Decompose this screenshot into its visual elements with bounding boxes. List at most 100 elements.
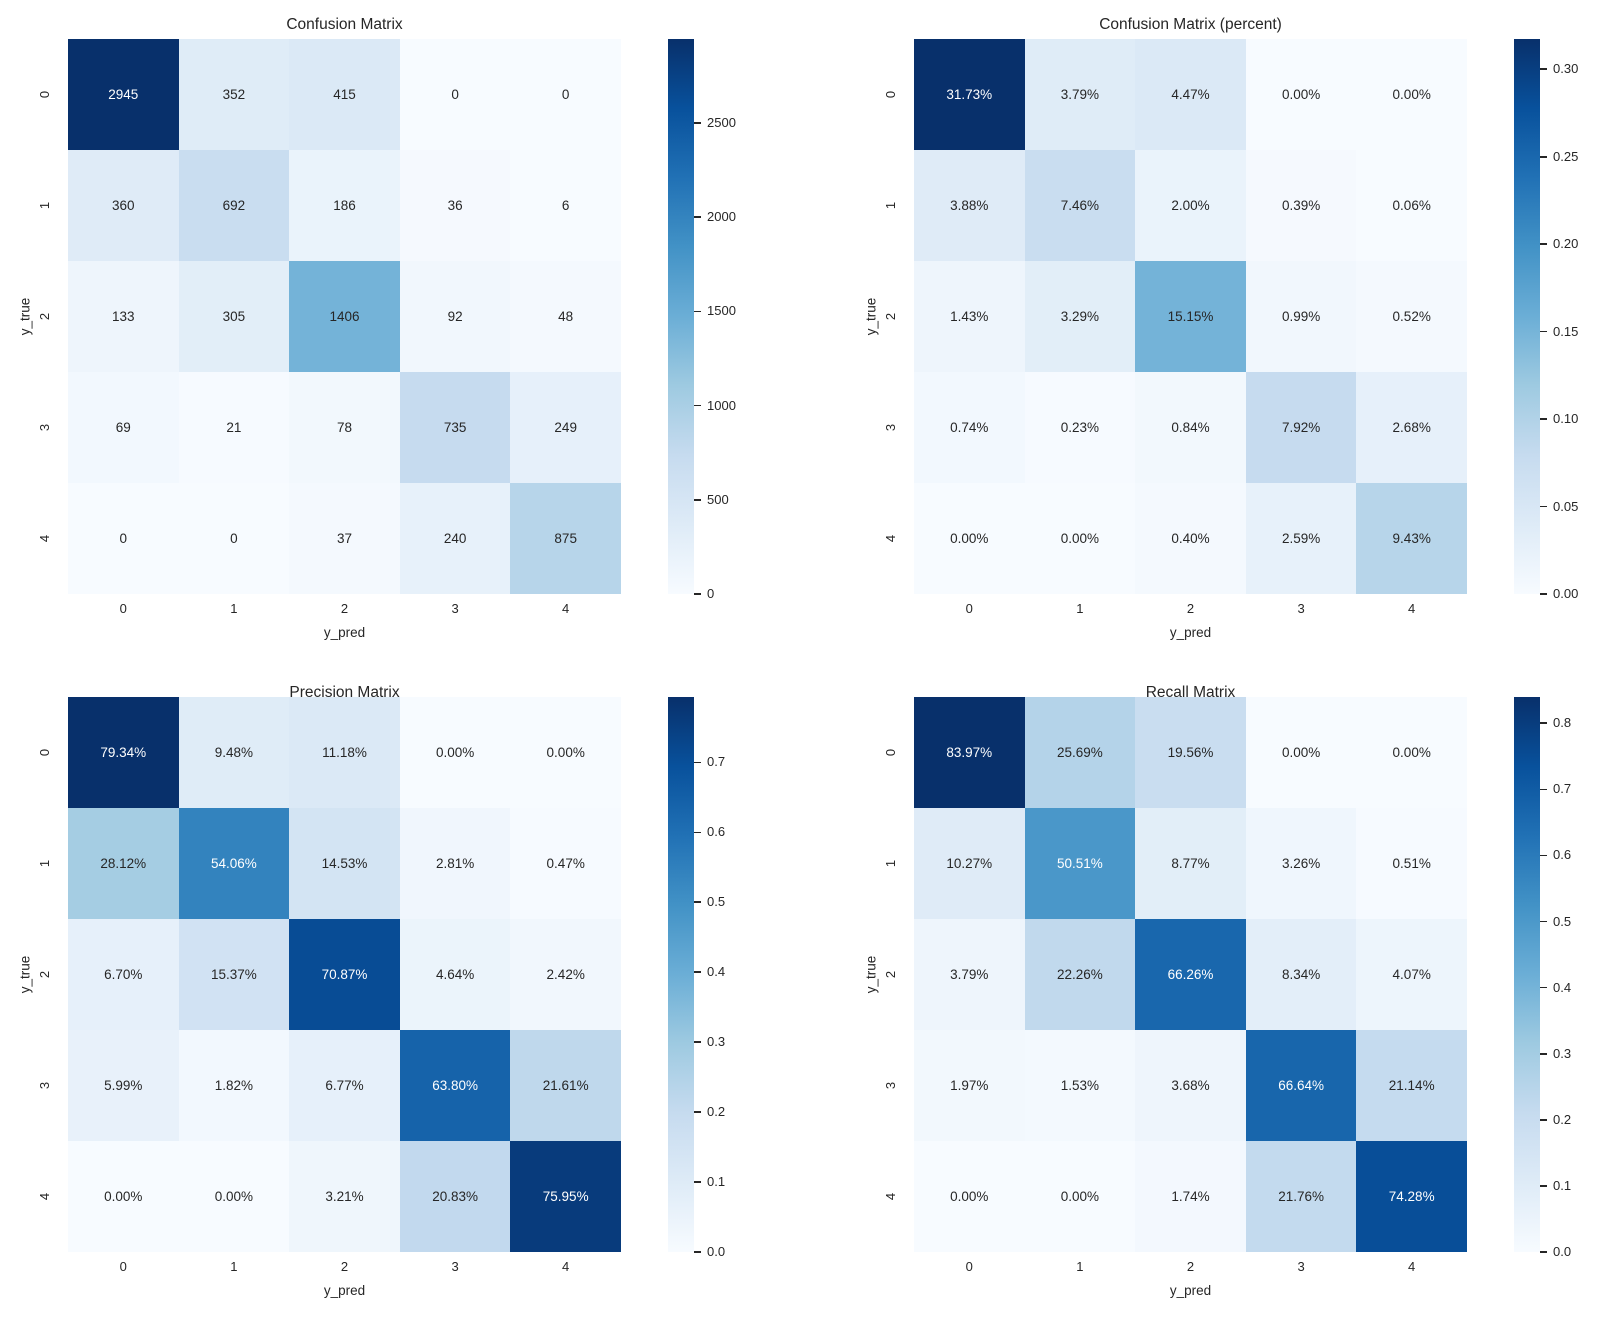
heatmap-cell: 2.81%: [399, 808, 511, 919]
heatmap-cell: 19.56%: [1135, 697, 1246, 808]
colorbar-tick-label: 0.05: [1553, 498, 1579, 514]
colorbar-tick-label: 0.3: [707, 1034, 726, 1050]
heatmap-cell: 0.23%: [1024, 372, 1136, 483]
y-tick-label: 3: [883, 423, 899, 432]
chart-title: Confusion Matrix: [286, 16, 403, 33]
colorbar-tick-label: 0.4: [707, 964, 726, 980]
x-tick-label: 4: [1408, 601, 1416, 616]
x-tick-label: 4: [1408, 1259, 1416, 1274]
heatmap-cell: 1.74%: [1135, 1141, 1246, 1252]
x-axis-ticks: 0 1 2 3 4: [914, 601, 1467, 623]
y-tick-label: 4: [883, 534, 899, 543]
colorbar-tick-label: 0.6: [707, 824, 726, 840]
heatmap-cell: 3.88%: [914, 150, 1025, 261]
colorbar-ticks: 0.00 0.05 0.10 0.15 0.20 0.25 0.30: [1540, 39, 1603, 601]
colorbar-tick-label: 0.1: [707, 1174, 726, 1190]
y-tick-label: 0: [37, 90, 53, 99]
heatmap-cell: 21.14%: [1356, 1030, 1467, 1141]
colorbar-tick-label: 2500: [707, 114, 736, 130]
x-tick-label: 0: [965, 601, 973, 616]
colorbar-tick-mark: [694, 1041, 701, 1043]
heatmap-cell: 415: [289, 39, 400, 150]
heatmap-cell: 2.42%: [510, 919, 621, 1030]
heatmap-cell: 10.27%: [914, 808, 1025, 919]
heatmap-cell: 0.74%: [914, 372, 1025, 483]
colorbar-tick-mark: [1540, 1052, 1547, 1055]
heatmap-cell: 25.69%: [1024, 697, 1136, 808]
colorbar-tick-mark: [1540, 1251, 1547, 1253]
heatmap-cell: 1406: [289, 261, 400, 372]
colorbar-tick-mark: [1540, 986, 1547, 989]
heatmap-cell: 83.97%: [914, 697, 1025, 808]
colorbar-tick-label: 1500: [707, 303, 736, 319]
colorbar-ticks: 0.0 0.1 0.2 0.3 0.4 0.5 0.6 0.7: [694, 697, 774, 1259]
heatmap-cell: 69: [68, 372, 179, 483]
x-tick-label: 0: [119, 1259, 127, 1274]
heatmap-cell: 31.73%: [914, 39, 1025, 150]
heatmap-grid: 2945 352 415 0 0 360 692 186 36 6 133 305 1406 92 48 69…: [68, 39, 621, 594]
colorbar-tick-mark: [1540, 1119, 1547, 1121]
heatmap-cell: 0.99%: [1245, 261, 1357, 372]
heatmap-cell: 0.00%: [914, 1141, 1025, 1252]
x-axis-ticks: 0 1 2 3 4: [68, 1259, 621, 1281]
heatmap-cell: 0.00%: [1356, 697, 1467, 808]
heatmap-cell: 6.70%: [68, 919, 179, 1030]
heatmap-cell: 875: [510, 483, 621, 594]
x-tick-label: 0: [119, 601, 127, 616]
heatmap-cell: 3.29%: [1024, 261, 1136, 372]
heatmap-cell: 8.77%: [1135, 808, 1246, 919]
heatmap-cell: 360: [68, 150, 179, 261]
x-tick-label: 1: [1076, 1259, 1084, 1274]
chart-title: Confusion Matrix (percent): [1099, 16, 1282, 33]
heatmap-cell: 305: [178, 261, 290, 372]
y-tick-label: 1: [883, 201, 899, 210]
heatmap-cell: 9.48%: [178, 697, 290, 808]
heatmap-cell: 0.52%: [1356, 261, 1467, 372]
heatmap-cell: 0.00%: [68, 1141, 179, 1252]
heatmap-cell: 15.15%: [1135, 261, 1246, 372]
colorbar-tick-mark: [694, 404, 701, 407]
heatmap-cell: 352: [178, 39, 290, 150]
x-axis-label: y_pred: [1169, 625, 1212, 640]
heatmap-cell: 240: [399, 483, 511, 594]
x-tick-label: 2: [340, 1259, 349, 1274]
colorbar-tick-mark: [1540, 920, 1547, 923]
x-tick-label: 4: [562, 601, 570, 616]
colorbar: [1514, 39, 1540, 594]
heatmap-cell: 0.00%: [510, 697, 621, 808]
colorbar-tick-mark: [694, 122, 701, 124]
heatmap-cell: 735: [399, 372, 511, 483]
colorbar-tick-mark: [1540, 722, 1547, 725]
heatmap-cell: 0.00%: [178, 1141, 290, 1252]
heatmap-cell: 0.00%: [399, 697, 511, 808]
heatmap-cell: 0.06%: [1356, 150, 1467, 261]
heatmap-cell: 3.79%: [914, 919, 1025, 1030]
heatmap-cell: 21.76%: [1245, 1141, 1357, 1252]
heatmap-cell: 2.00%: [1135, 150, 1246, 261]
colorbar-tick-label: 1000: [707, 397, 736, 413]
colorbar-tick-mark: [694, 216, 701, 218]
y-tick-label: 3: [37, 423, 53, 432]
x-tick-label: 3: [1297, 1259, 1305, 1274]
y-tick-label: 0: [883, 748, 899, 757]
colorbar-tick-label: 0.0: [707, 1244, 726, 1259]
heatmap-cell: 0: [510, 39, 621, 150]
heatmap-cell: 0.84%: [1135, 372, 1246, 483]
y-tick-label: 4: [37, 1192, 53, 1201]
x-tick-label: 4: [562, 1259, 570, 1274]
heatmap-cell: 0.40%: [1135, 483, 1246, 594]
heatmap-cell: 48: [510, 261, 621, 372]
heatmap-cell: 4.64%: [399, 919, 511, 1030]
y-tick-label: 1: [37, 201, 53, 210]
heatmap-cell: 3.21%: [289, 1141, 400, 1252]
colorbar-tick-mark: [1540, 593, 1547, 595]
heatmap-cell: 0.00%: [1024, 1141, 1136, 1252]
x-tick-label: 2: [340, 601, 349, 616]
x-tick-label: 2: [1186, 601, 1195, 616]
heatmap-cell: 0: [399, 39, 511, 150]
heatmap-cell: 92: [399, 261, 511, 372]
heatmap-cell: 4.47%: [1135, 39, 1246, 150]
